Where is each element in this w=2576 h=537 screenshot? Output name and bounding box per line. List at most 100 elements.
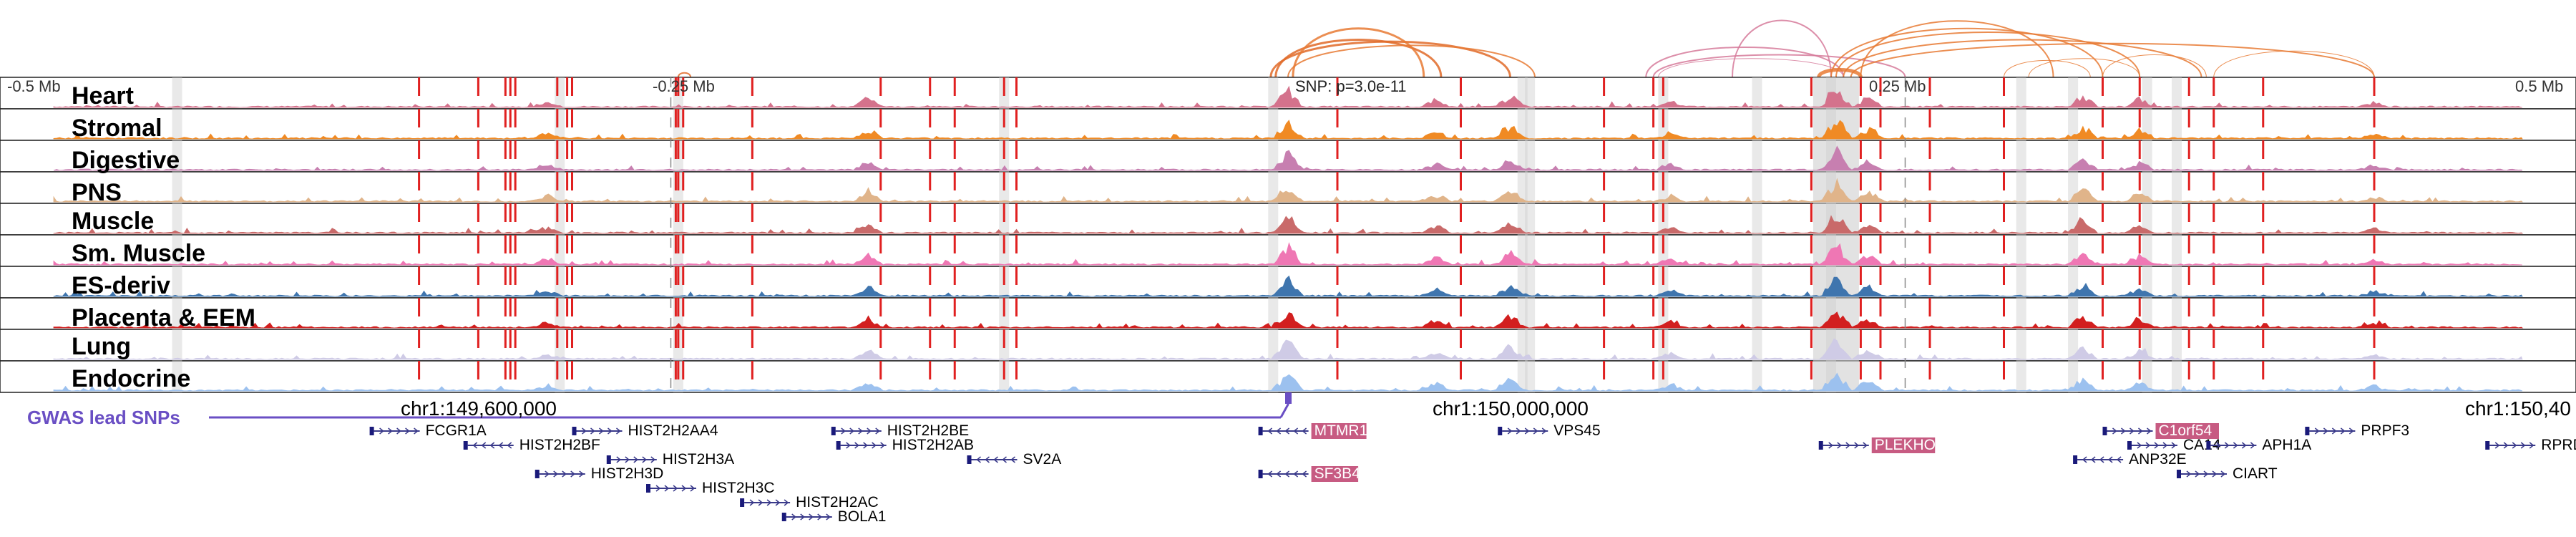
gene-label: HIST2H3A — [663, 451, 734, 468]
gene-exon — [1818, 441, 1823, 450]
gene-aph1a[interactable]: APH1A — [2206, 437, 2311, 453]
chromatin-loop — [1860, 20, 2054, 78]
gene-exon — [2206, 441, 2211, 450]
gene-hist2h3c[interactable]: HIST2H3C — [646, 480, 775, 496]
gene-sf3b4[interactable]: SF3B4 — [1258, 465, 1361, 482]
strand-arrow — [489, 442, 495, 449]
gene-hist2h3d[interactable]: HIST2H3D — [535, 465, 664, 482]
strand-arrow — [1267, 427, 1273, 435]
strand-arrow — [875, 427, 880, 435]
signal-lung — [53, 338, 2523, 360]
gene-exon — [606, 455, 611, 464]
track-label-heart[interactable]: Heart — [72, 82, 134, 110]
chromatin-loop — [2213, 50, 2375, 78]
track-label-placenta-eem[interactable]: Placenta & EEM — [72, 304, 255, 332]
strand-arrow — [766, 499, 772, 506]
strand-arrow — [867, 427, 872, 435]
strand-arrow — [1302, 427, 1307, 435]
gwas-snp-marker[interactable] — [1285, 392, 1292, 404]
gene-vps45[interactable]: VPS45 — [1498, 422, 1601, 439]
strand-arrow — [1010, 456, 1015, 463]
gene-label: FCGR1A — [426, 422, 487, 439]
strand-arrow — [846, 442, 851, 449]
strand-arrow — [1837, 442, 1842, 449]
track-label-lung[interactable]: Lung — [72, 333, 131, 360]
strand-arrow — [1516, 427, 1521, 435]
gene-hist2h2ac[interactable]: HIST2H2AC — [740, 494, 879, 511]
strand-arrow — [562, 470, 567, 478]
strand-arrow — [2137, 442, 2142, 449]
highlight-stripe — [1525, 77, 1536, 392]
strand-arrow — [590, 427, 595, 435]
gene-label: PRPF3 — [2361, 422, 2409, 439]
genomic-coordinates: chr1:149,600,000 chr1:150,000,000 chr1:1… — [401, 397, 2571, 420]
scale-bar: -0.5 Mb -0.25 Mb 0.25 Mb 0.5 Mb SNP: p=3… — [7, 77, 2563, 95]
gene-exon — [836, 441, 841, 450]
strand-arrow — [2215, 442, 2221, 449]
signal-pns — [53, 178, 2524, 203]
gene-hist2h2be[interactable]: HIST2H2BE — [831, 422, 969, 439]
strand-arrow — [2082, 456, 2087, 463]
strand-arrow — [616, 427, 621, 435]
strand-arrow — [570, 470, 575, 478]
track-label-digestive[interactable]: Digestive — [72, 147, 180, 174]
gene-exon — [740, 498, 745, 507]
strand-arrow — [2121, 427, 2126, 435]
strand-arrow — [791, 513, 796, 521]
strand-arrow — [2212, 470, 2218, 478]
strand-arrow — [2224, 442, 2230, 449]
chromatin-loop — [1850, 42, 2375, 78]
gene-hist2h3a[interactable]: HIST2H3A — [606, 451, 734, 468]
strand-arrow — [2203, 470, 2209, 478]
highlight-stripe — [2068, 77, 2079, 392]
strand-arrow — [405, 427, 410, 435]
gene-prpf3[interactable]: PRPF3 — [2305, 422, 2409, 439]
track-label-pns[interactable]: PNS — [72, 179, 122, 206]
strand-arrow — [784, 499, 789, 506]
strand-arrow — [2147, 427, 2152, 435]
strand-arrow — [2107, 456, 2113, 463]
gene-exon — [1258, 470, 1263, 478]
gene-bola1[interactable]: BOLA1 — [781, 508, 887, 525]
strand-arrow — [2112, 427, 2117, 435]
gene-hist2h2aa4[interactable]: HIST2H2AA4 — [572, 422, 718, 439]
strand-arrow — [673, 485, 678, 492]
gene-exon — [369, 427, 374, 435]
strand-arrow — [2138, 427, 2143, 435]
gene-sv2a[interactable]: SV2A — [967, 451, 1062, 468]
gene-ciart[interactable]: CIART — [2177, 465, 2278, 482]
gwas-track: GWAS lead SNPs — [27, 392, 1292, 428]
gene-ca14[interactable]: CA14 — [2127, 437, 2221, 453]
gene-label: HIST2H2AA4 — [628, 422, 718, 439]
gene-plekho1[interactable]: PLEKHO1 — [1818, 437, 1944, 453]
signal-sm-muscle — [53, 242, 2523, 266]
track-label-es-deriv[interactable]: ES-deriv — [72, 272, 170, 299]
gene-hist2h2bf[interactable]: HIST2H2BF — [463, 437, 600, 453]
strand-arrow — [880, 442, 885, 449]
strand-arrow — [608, 427, 613, 435]
gene-mtmr11[interactable]: MTMR11 — [1258, 422, 1375, 439]
gene-hist2h2ab[interactable]: HIST2H2AB — [836, 437, 974, 453]
strand-arrow — [758, 499, 763, 506]
gene-rprd2[interactable]: RPRD2 — [2485, 437, 2576, 453]
gene-label: CIART — [2233, 465, 2278, 482]
gwas-track-label[interactable]: GWAS lead SNPs — [27, 407, 180, 428]
gene-anp32e[interactable]: ANP32E — [2073, 451, 2187, 468]
strand-arrow — [2195, 470, 2200, 478]
track-label-muscle[interactable]: Muscle — [72, 208, 154, 235]
strand-arrow — [2494, 442, 2500, 449]
track-label-endocrine[interactable]: Endocrine — [72, 365, 190, 392]
strand-arrow — [1302, 470, 1307, 478]
ctcf-markers — [418, 77, 2376, 392]
strand-arrow — [472, 442, 478, 449]
gene-label: VPS45 — [1553, 422, 1600, 439]
coord-right: chr1:150,40 — [2465, 397, 2571, 420]
gene-label: HIST2H2BF — [519, 437, 600, 453]
gene-c1orf54[interactable]: C1orf54 — [2102, 422, 2220, 439]
chromatin-loop — [1835, 32, 2141, 78]
gene-label: CA14 — [2183, 437, 2221, 453]
gene-fcgr1a[interactable]: FCGR1A — [369, 422, 487, 439]
track-label-stromal[interactable]: Stromal — [72, 115, 162, 142]
track-label-sm-muscle[interactable]: Sm. Muscle — [72, 240, 205, 267]
